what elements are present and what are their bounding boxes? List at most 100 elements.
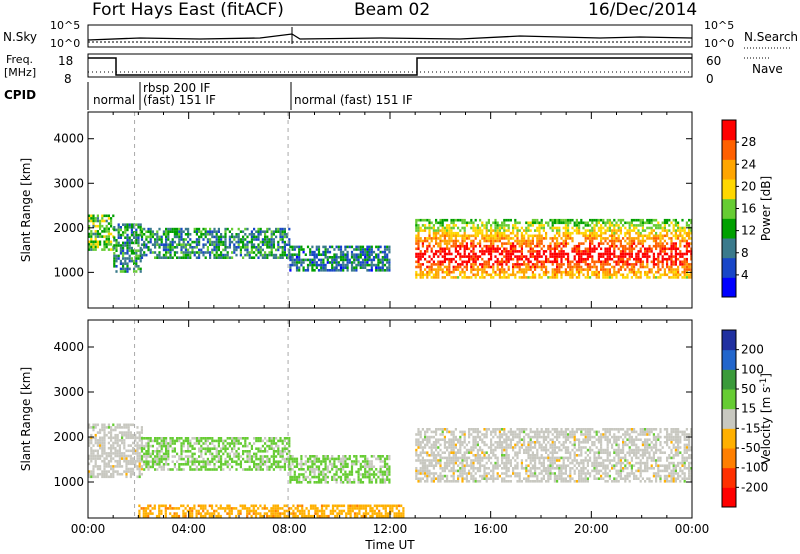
data-cell <box>538 252 541 256</box>
data-cell <box>115 244 118 247</box>
data-cell <box>90 441 93 445</box>
data-cell <box>250 256 253 259</box>
data-cell <box>545 234 548 238</box>
data-cell <box>685 244 688 248</box>
data-cell <box>140 256 144 259</box>
data-cell <box>611 239 614 243</box>
data-cell <box>564 239 567 243</box>
data-cell <box>487 265 490 269</box>
data-cell <box>496 226 499 230</box>
data-cell <box>428 265 431 269</box>
data-cell <box>547 260 550 264</box>
data-cell <box>591 260 594 264</box>
data-cell <box>439 244 442 248</box>
data-cell <box>470 474 473 478</box>
data-cell <box>126 262 129 265</box>
data-cell <box>283 457 286 461</box>
data-cell <box>139 233 142 237</box>
data-cell <box>452 276 455 279</box>
data-cell <box>101 423 104 427</box>
data-cell <box>648 250 651 253</box>
data-cell <box>613 247 616 251</box>
data-cell <box>121 433 124 437</box>
data-cell <box>454 260 457 264</box>
data-cell <box>426 265 429 269</box>
data-cell <box>220 235 223 239</box>
data-cell <box>112 467 115 471</box>
data-cell <box>348 261 351 264</box>
data-cell <box>426 480 429 483</box>
data-cell <box>483 464 486 467</box>
data-cell <box>560 265 563 269</box>
data-cell <box>518 221 521 225</box>
data-cell <box>492 430 495 434</box>
data-cell <box>635 260 638 264</box>
data-cell <box>359 462 362 466</box>
data-cell <box>567 229 570 232</box>
data-cell <box>92 232 95 236</box>
data-cell <box>279 468 282 471</box>
data-cell <box>381 261 384 264</box>
data-cell <box>481 237 484 240</box>
data-cell <box>279 233 282 236</box>
data-cell <box>441 433 444 436</box>
data-cell <box>94 235 97 238</box>
data-cell <box>430 270 433 274</box>
data-cell <box>154 457 157 461</box>
data-cell <box>505 263 508 266</box>
data-cell <box>128 267 131 271</box>
data-cell <box>270 455 273 458</box>
data-cell <box>472 242 475 245</box>
data-cell <box>613 229 616 232</box>
data-cell <box>529 480 532 483</box>
data-cell <box>295 263 299 267</box>
data-cell <box>564 231 567 235</box>
data-cell <box>209 460 212 463</box>
data-cell <box>195 238 198 241</box>
data-cell <box>388 263 391 267</box>
data-cell <box>226 246 229 249</box>
data-cell <box>529 435 532 439</box>
data-cell <box>527 276 530 279</box>
data-cell <box>370 481 373 484</box>
data-cell <box>167 246 170 249</box>
data-cell <box>121 431 124 434</box>
data-cell <box>184 256 187 259</box>
nave-rtick-high: 60 <box>706 54 722 68</box>
data-cell <box>250 468 253 471</box>
data-cell <box>531 459 534 462</box>
data-cell <box>202 465 205 469</box>
data-cell <box>255 465 258 469</box>
data-cell <box>589 276 592 279</box>
data-cell <box>503 438 506 441</box>
data-cell <box>580 242 583 245</box>
data-cell <box>124 262 127 265</box>
data-cell <box>448 252 451 256</box>
data-cell <box>505 435 508 439</box>
data-cell <box>135 241 138 245</box>
data-cell <box>92 452 95 455</box>
data-cell <box>129 457 132 460</box>
data-cell <box>688 234 691 238</box>
data-cell <box>602 242 605 245</box>
data-cell <box>661 247 664 251</box>
data-cell <box>126 223 129 226</box>
data-cell <box>283 251 286 254</box>
data-cell <box>600 237 603 240</box>
data-cell <box>132 459 135 463</box>
data-cell <box>178 240 181 244</box>
data-cell <box>215 235 218 239</box>
data-cell <box>432 252 435 256</box>
data-cell <box>472 260 475 264</box>
data-cell <box>288 452 291 456</box>
data-cell <box>683 263 686 266</box>
data-cell <box>353 455 356 458</box>
data-cell <box>498 270 501 274</box>
data-cell <box>317 478 321 481</box>
data-cell <box>289 457 292 461</box>
data-cell <box>624 255 627 258</box>
data-cell <box>441 456 444 460</box>
data-cell <box>490 430 493 434</box>
data-cell <box>470 433 473 436</box>
data-cell <box>479 438 482 441</box>
